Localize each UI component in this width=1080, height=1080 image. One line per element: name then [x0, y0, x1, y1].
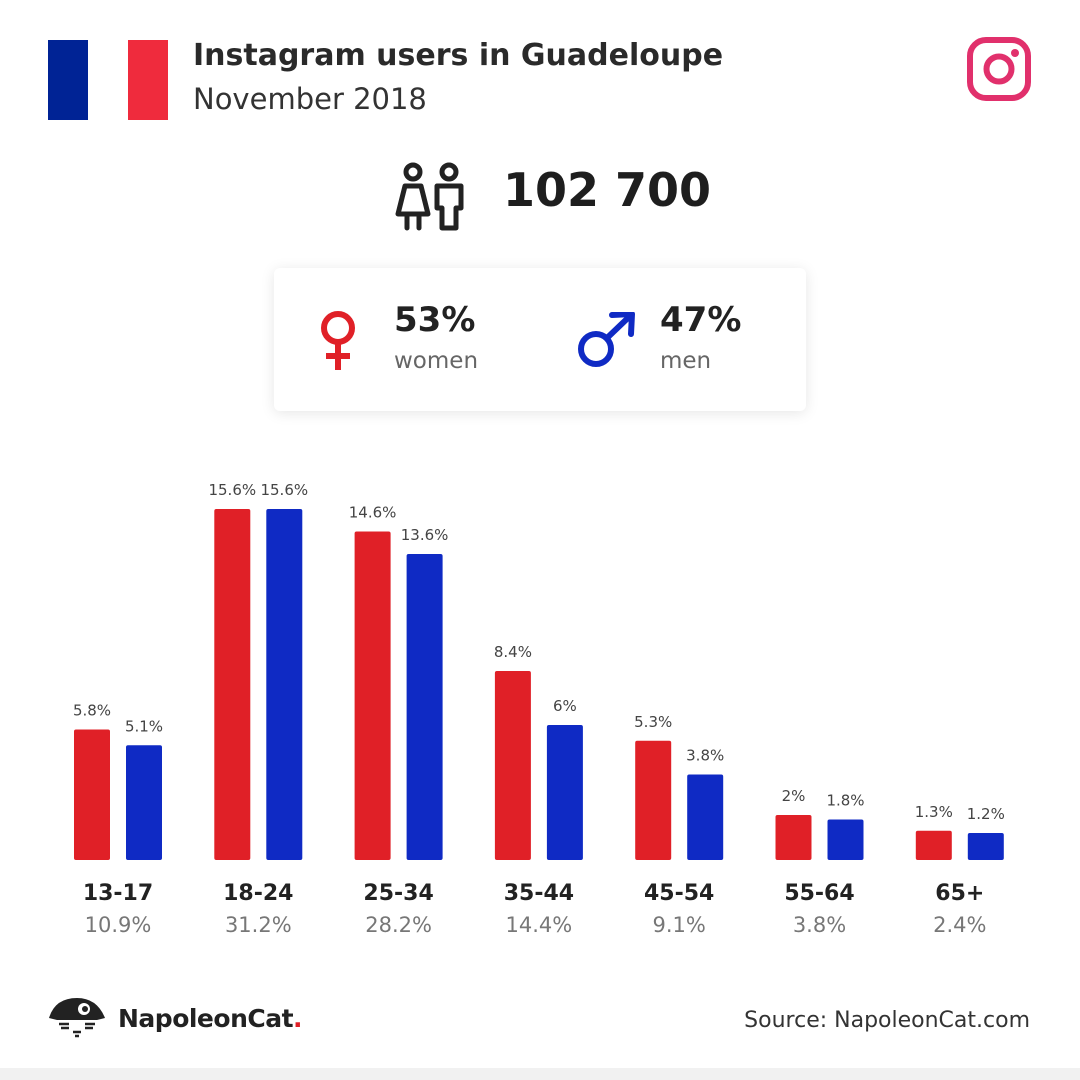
bar [266, 509, 303, 860]
category-total: 31.2% [225, 913, 292, 937]
total-users: 102 700 [503, 163, 712, 217]
data-label: 5.8% [73, 702, 111, 720]
category-total: 3.8% [793, 913, 846, 937]
bar [74, 729, 110, 860]
women-label: women [394, 348, 479, 374]
data-label: 6% [553, 697, 577, 715]
category-label: 18-24 [223, 881, 293, 906]
france-flag [48, 40, 168, 120]
men-percentage: 47% [660, 300, 742, 340]
people-icon [395, 162, 464, 231]
data-label: 13.6% [401, 526, 449, 544]
male-symbol-icon [578, 312, 635, 367]
brand-text: NapoleonCat [118, 1004, 294, 1033]
flag-stripe-blue [48, 40, 88, 120]
data-label: 1.8% [826, 792, 864, 810]
women-percentage: 53% [394, 300, 476, 340]
category-label: 25-34 [363, 881, 433, 906]
category-label: 45-54 [644, 881, 714, 906]
bar [827, 819, 864, 860]
data-label: 1.2% [967, 805, 1005, 823]
men-label: men [660, 348, 712, 374]
bar [915, 830, 952, 860]
data-label: 5.3% [634, 713, 672, 731]
data-label: 15.6% [208, 481, 256, 499]
napoleoncat-logo-icon [49, 998, 105, 1038]
bar [354, 531, 391, 860]
data-label: 14.6% [349, 504, 397, 522]
source-text: Source: NapoleonCat.com [744, 1008, 1030, 1033]
category-total: 14.4% [506, 913, 573, 937]
instagram-logo-icon [967, 37, 1031, 101]
data-label: 8.4% [494, 643, 532, 661]
bar [494, 671, 531, 860]
data-label: 1.3% [915, 803, 953, 821]
category-total: 10.9% [85, 913, 152, 937]
bar [635, 740, 672, 860]
data-label: 5.1% [125, 717, 163, 735]
data-label: 2% [782, 787, 806, 805]
category-label: 65+ [935, 881, 984, 906]
flag-stripe-white [88, 40, 128, 120]
bar [967, 833, 1004, 860]
category-total: 9.1% [653, 913, 706, 937]
gender-card: 53% women 47% men [274, 268, 806, 411]
age-gender-bar-chart: 5.8% 5.1% 13-17 10.9% 15.6% 15.6% 18-24 31.2% 14… [73, 481, 1005, 937]
category-total: 28.2% [365, 913, 432, 937]
page-title: Instagram users in Guadeloupe [193, 38, 724, 73]
female-symbol-icon [321, 311, 355, 370]
brand-name: NapoleonCat. [118, 1004, 303, 1033]
footer-bar [0, 1068, 1080, 1080]
category-label: 13-17 [83, 881, 153, 906]
category-total: 2.4% [933, 913, 986, 937]
data-label: 3.8% [686, 747, 724, 765]
category-label: 55-64 [784, 881, 854, 906]
flag-stripe-red [128, 40, 168, 120]
page-subtitle: November 2018 [193, 82, 427, 116]
brand-dot: . [293, 1004, 303, 1033]
bar [775, 815, 812, 860]
bar [406, 554, 443, 860]
bar [126, 745, 162, 860]
data-label: 15.6% [260, 481, 308, 499]
bar [546, 725, 583, 860]
category-label: 35-44 [504, 881, 574, 906]
bar [687, 774, 724, 860]
bar [214, 509, 251, 860]
